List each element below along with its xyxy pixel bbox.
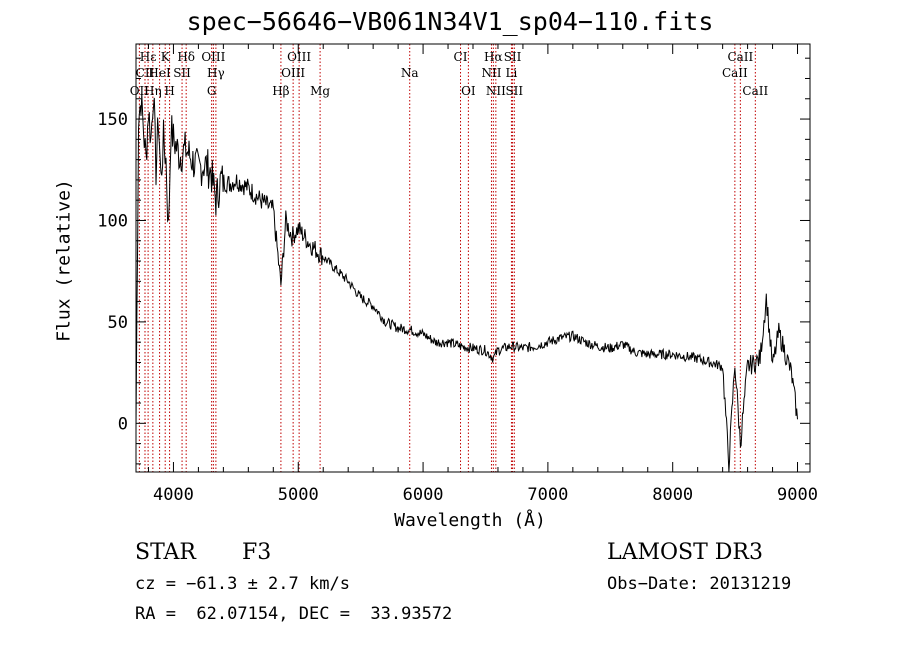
x-axis-label: Wavelength (Å) [394, 510, 546, 531]
line-label: G [207, 84, 217, 98]
x-tick-label: 5000 [278, 485, 319, 505]
line-label: CaII [722, 66, 748, 80]
line-label: Mg [310, 84, 330, 98]
chart-title: spec−56646−VB061N34V1_sp04−110.fits [186, 7, 714, 36]
line-label: SII [173, 66, 191, 80]
object-subclass: F3 [242, 540, 272, 565]
survey-name: LAMOST DR3 [607, 540, 763, 565]
observation-date: Obs−Date: 20131219 [607, 574, 792, 594]
line-label: Hβ [272, 84, 289, 98]
x-tick-label: 8000 [652, 485, 693, 505]
line-label: K [161, 50, 171, 64]
spectrum-line [135, 93, 798, 473]
line-label: OII [130, 84, 150, 98]
line-label: CII [136, 66, 155, 80]
x-tick-label: 4000 [153, 485, 194, 505]
line-label: OI [461, 84, 476, 98]
x-tick-label: 9000 [777, 485, 818, 505]
line-label: SII [504, 50, 522, 64]
y-tick-label: 50 [108, 313, 128, 333]
y-tick-label: 150 [97, 110, 128, 130]
line-label: Hγ [207, 66, 225, 80]
line-label: CaII [727, 50, 753, 64]
line-label: H [164, 84, 174, 98]
line-label: HeI [148, 66, 171, 80]
y-axis: 0 50 100 150 [97, 57, 810, 465]
y-tick-label: 0 [118, 414, 128, 434]
line-label: OIII [201, 50, 225, 64]
line-label: Li [506, 66, 518, 80]
redshift-velocity: cz = −61.3 ± 2.7 km/s [135, 574, 350, 594]
line-markers [138, 44, 756, 472]
x-axis: 4000 5000 6000 7000 8000 9000 [147, 44, 818, 505]
line-label: NII [486, 84, 506, 98]
x-tick-label: 7000 [527, 485, 568, 505]
x-tick-label: 6000 [403, 485, 444, 505]
line-label: NII [481, 66, 501, 80]
object-type: STAR [135, 540, 196, 565]
coordinates: RA = 62.07154, DEC = 33.93572 [135, 604, 453, 624]
y-axis-label: Flux (relative) [53, 179, 75, 342]
line-label: CI [454, 50, 468, 64]
line-label: OIII [287, 50, 311, 64]
y-tick-label: 100 [97, 211, 128, 231]
line-label: CaII [742, 84, 768, 98]
line-label: Hα [484, 50, 503, 64]
line-label: SII [505, 84, 523, 98]
plot-frame [135, 43, 811, 473]
line-label: Hη [144, 84, 162, 98]
line-label: Hε [140, 50, 157, 64]
line-label: Na [401, 66, 419, 80]
line-label: Hδ [177, 50, 195, 64]
line-label: OIII [281, 66, 305, 80]
